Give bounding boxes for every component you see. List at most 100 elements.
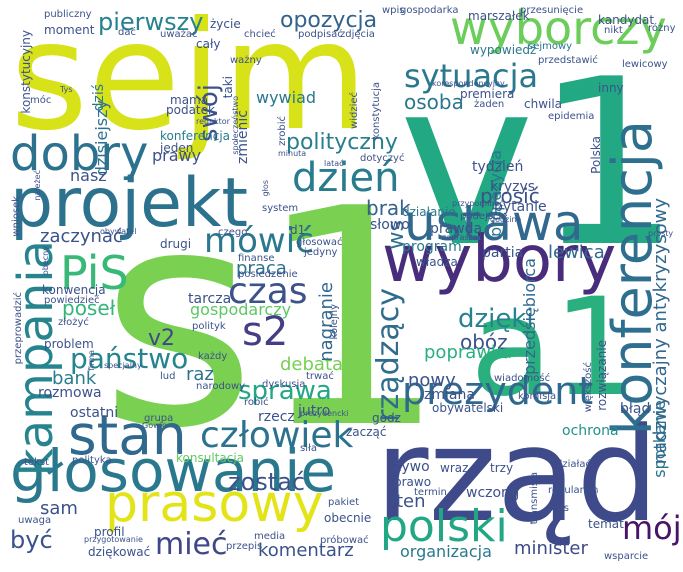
word-godzina: godzina bbox=[490, 215, 522, 224]
word-redaktor: redaktor bbox=[196, 117, 230, 126]
word-sprawa: sprawa bbox=[238, 376, 332, 406]
word-jedyny: jedyny bbox=[304, 247, 338, 258]
word-d1: d1 bbox=[290, 223, 306, 237]
word-pakiet: pakiet bbox=[328, 497, 360, 508]
word-partia: partia bbox=[482, 245, 524, 261]
word-chciec: chcieć bbox=[244, 29, 276, 40]
word-dotyczyc: dotyczyć bbox=[360, 153, 405, 164]
word-dzisiejszy: dzisiejszy bbox=[92, 100, 111, 177]
word-dzialac: działać bbox=[556, 459, 591, 470]
word-przedsiebiorca: przedsiębiorca bbox=[520, 258, 539, 375]
word-kryzys: kryzys bbox=[490, 179, 536, 195]
word-gowin: Gowin bbox=[142, 421, 167, 430]
word-zrobic: zrobić bbox=[277, 116, 288, 146]
word-konwencja: konwencja bbox=[42, 283, 106, 297]
word-moj: mój bbox=[622, 509, 682, 547]
word-moc: móc bbox=[30, 95, 52, 106]
word-jutro: jutro bbox=[298, 403, 331, 419]
word-moment: moment bbox=[44, 23, 95, 37]
word-mama: mama bbox=[170, 93, 209, 107]
word-zapraszac: zapraszać bbox=[442, 233, 483, 242]
word-podpisac: podpisać bbox=[298, 29, 343, 40]
word-przedstawic: przedstawić bbox=[538, 55, 598, 66]
word-trzy: trzy bbox=[490, 461, 514, 475]
word-dobry: dobry bbox=[10, 126, 149, 182]
word-wladza: władza bbox=[416, 255, 458, 269]
word-pytanie: pytanie bbox=[494, 199, 547, 215]
word-byc: być bbox=[10, 526, 53, 554]
word-polityk: polityk bbox=[192, 321, 226, 332]
word-osoba: osoba bbox=[404, 90, 464, 114]
word-spoleczenstwo: społeczeństwo bbox=[231, 96, 240, 155]
word-dziekowac: dziękować bbox=[88, 545, 151, 559]
word-nikt: nikt bbox=[604, 25, 623, 36]
word-prezydent: prezydent bbox=[402, 369, 594, 413]
word-wazny: ważny bbox=[230, 55, 262, 66]
word-brak: brak bbox=[366, 196, 411, 220]
word-dzialanie: działanie bbox=[402, 205, 456, 219]
word-profil: profil bbox=[94, 525, 125, 539]
word-media: media bbox=[254, 531, 286, 542]
word-firma: firma bbox=[87, 350, 96, 371]
word-caly: cały bbox=[196, 37, 221, 51]
word-rozmowa: rozmowa bbox=[38, 385, 102, 401]
word-minuta: minuta bbox=[278, 149, 307, 158]
word-polityczny: polityczny bbox=[286, 130, 398, 155]
word-zaden: żaden bbox=[474, 99, 505, 110]
word-obecnie: obecnie bbox=[324, 511, 372, 525]
word-konsultacja: konsultacja bbox=[176, 451, 245, 465]
word-prezydencki: prezydencki bbox=[300, 409, 349, 418]
word-mowic: mówić bbox=[204, 221, 314, 261]
word-chwila: chwila bbox=[524, 97, 563, 111]
word-rozny: różny bbox=[648, 23, 676, 34]
word-s1: s1 bbox=[100, 145, 448, 494]
word-praca: praca bbox=[236, 258, 287, 279]
word-wczoraj: wczoraj bbox=[466, 485, 520, 501]
word-wiekszosc: większość bbox=[583, 362, 594, 413]
word-rozwiazanie: rozwiązanie bbox=[595, 340, 609, 411]
word-zostac: zostać bbox=[228, 468, 306, 496]
word-nasz: nasz bbox=[70, 166, 107, 185]
word-inny: inny bbox=[598, 81, 624, 95]
word-prawy: prawy bbox=[152, 146, 202, 165]
word-robic: robić bbox=[244, 397, 269, 408]
word-przepis: przepis bbox=[226, 541, 263, 552]
word-sens: sens bbox=[546, 503, 569, 514]
word-podatek: podatek bbox=[166, 103, 215, 117]
word-ustawa: ustawa bbox=[404, 194, 584, 252]
word-sila: siła bbox=[300, 443, 317, 454]
word-wywiad: wywiad bbox=[256, 88, 317, 107]
word-komisja: komisja bbox=[518, 391, 557, 402]
word-zaczac: zacząć bbox=[346, 425, 387, 439]
word-marszalek: marszałek bbox=[468, 9, 530, 23]
word-dzien: dzień bbox=[292, 155, 400, 201]
word-czlowiek: człowiek bbox=[200, 415, 354, 456]
word-premiera: premiera bbox=[460, 87, 515, 101]
word-wybory: wybory bbox=[382, 223, 617, 297]
word-przygotowanie: przygotowanie bbox=[84, 535, 143, 544]
word-debata: debata bbox=[280, 354, 344, 375]
word-sejm: sejm bbox=[10, 0, 369, 164]
word-tydzien: tydzień bbox=[472, 159, 524, 175]
word-czego: czego bbox=[218, 227, 248, 238]
word-projekt: projekt bbox=[10, 164, 248, 243]
word-organizacja: organizacja bbox=[400, 542, 492, 561]
word-trwac: trwać bbox=[306, 371, 334, 382]
word-konferencja: konferencja bbox=[160, 129, 231, 143]
word-bank: bank bbox=[52, 368, 97, 389]
word-wypowiedz: wypowiedź bbox=[470, 43, 537, 57]
word-zlozyc: złożyć bbox=[58, 317, 89, 328]
word-obywatel: obywatel bbox=[100, 227, 137, 236]
word-v1: v1 bbox=[398, 31, 681, 298]
word-drugi: drugi bbox=[160, 237, 192, 251]
word-minister: minister bbox=[514, 538, 588, 559]
word-dzieki: dzięki bbox=[458, 304, 534, 334]
word-czas: czas bbox=[228, 271, 308, 312]
word-uwazac: uważać bbox=[160, 29, 198, 40]
word-godz: godz bbox=[372, 411, 401, 425]
word-jeden: jeden bbox=[160, 141, 194, 155]
word-slowo: słowo bbox=[370, 217, 410, 233]
word-obywatelski: obywatelski bbox=[432, 401, 504, 415]
word-narodowy: narodowy bbox=[196, 381, 246, 392]
word-tarcza: tarcza bbox=[188, 291, 232, 307]
